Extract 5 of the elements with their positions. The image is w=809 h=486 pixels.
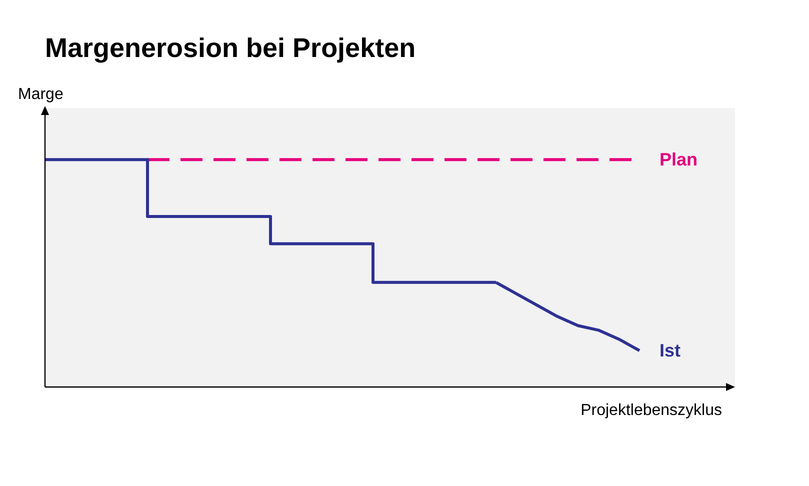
y-axis-title: Marge xyxy=(18,86,64,103)
chart-title: Margenerosion bei Projekten xyxy=(45,33,416,63)
series-label: Plan xyxy=(660,150,698,170)
x-axis-title: Projektlebenszyklus xyxy=(580,402,722,419)
series-label: Ist xyxy=(660,340,681,361)
